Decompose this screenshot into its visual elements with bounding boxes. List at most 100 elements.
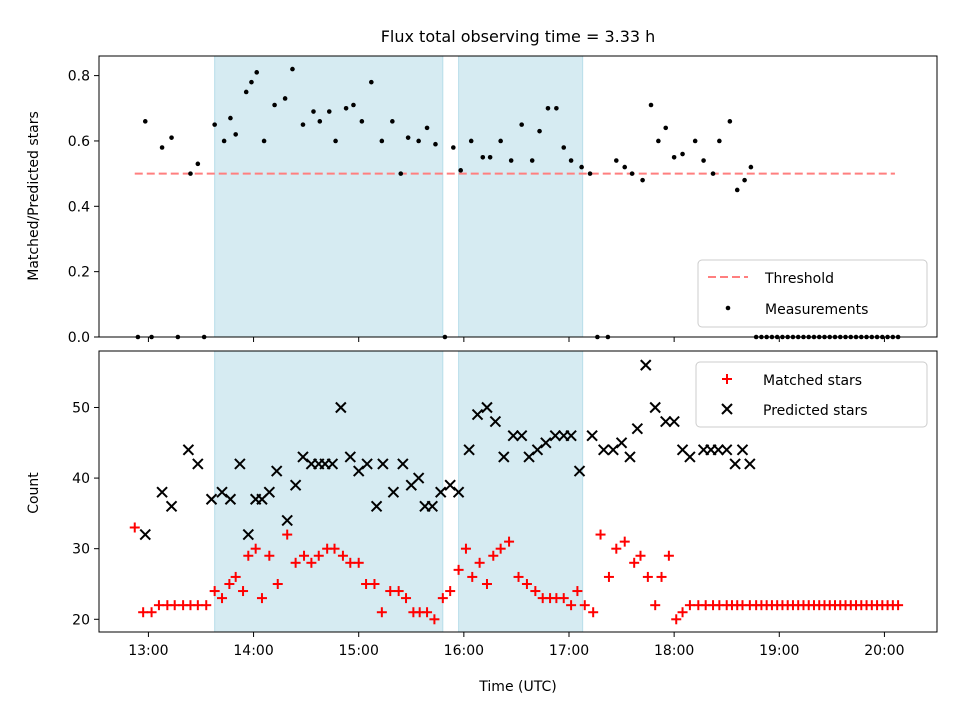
measurement-point-55 [614,158,619,163]
predicted-point-46 [549,430,562,442]
predicted-point-0 [139,528,151,541]
measurement-point-52 [587,171,593,176]
bottom-y-tick-label-1: 30 [72,542,90,558]
measurement-point-41 [487,154,493,160]
predicted-point-3 [182,444,195,456]
measurement-point-14 [249,79,254,85]
matched-point-56 [558,593,569,604]
predicted-point-28 [397,458,409,470]
measurement-point-29 [379,138,385,144]
measurement-point-65 [701,158,706,163]
predicted-point-35 [452,486,465,498]
measurement-point-58 [640,177,645,183]
matched-point-31 [369,578,380,589]
measurement-point-51 [579,164,584,170]
predicted-point-48 [565,430,577,442]
predicted-point-54-b [624,451,636,463]
matched-point-30 [361,578,372,589]
predicted-point-3-b [182,444,195,456]
matched-point-59 [579,600,590,611]
legend-predicted-swatch [721,403,733,415]
predicted-point-65 [721,444,733,456]
measurement-point-24 [333,138,338,144]
matched-point-61 [595,529,606,540]
matched-point-57 [566,600,577,611]
legend-measurements-swatch [725,305,731,311]
predicted-point-9-b [242,528,255,541]
legend-measurements-label: Measurements [765,302,868,318]
matched-point-71 [671,614,682,625]
predicted-point-6-b [216,486,228,498]
measurement-point-37 [451,145,456,150]
matched-point-62 [603,571,614,582]
top-y-tick-label-2: 0.4 [68,199,90,215]
predicted-point-66 [729,458,741,470]
measurement-point-59 [648,102,654,108]
predicted-point-15-b [289,479,302,491]
matched-point-48 [495,543,506,554]
x-tick-label-4: 17:00 [549,643,589,659]
measurement-point-32 [405,135,411,140]
measurement-point-45 [529,158,535,163]
measurement-point-26 [351,102,356,108]
measurement-point-23 [326,109,332,114]
matched-point-73 [684,600,695,611]
predicted-point-42-b [515,430,528,442]
matched-point-10 [209,586,220,597]
matched-point-46 [481,578,492,589]
predicted-point-33-b [435,486,447,498]
measurement-point-39 [468,138,474,144]
measurement-point-1 [142,119,148,124]
predicted-point-26-b [377,458,389,470]
measurement-point-20 [300,122,306,127]
predicted-point-64 [712,444,725,456]
predicted-point-50-b [586,430,598,442]
predicted-point-8-b [234,458,246,470]
matched-point-68 [650,600,661,611]
predicted-point-7 [224,493,237,505]
matched-point-66 [635,550,646,561]
matched-point-8 [192,600,203,611]
matched-point-69 [656,571,667,582]
measurement-point-70 [742,177,747,183]
top-y-tick-label-1: 0.2 [68,265,90,281]
predicted-point-27-b [387,486,400,498]
measurement-point-56 [622,164,628,170]
predicted-point-8 [234,458,246,470]
matched-point-0 [129,522,140,533]
x-tick-label-2: 15:00 [339,643,379,659]
legend-matched-marker [722,374,732,384]
predicted-point-36 [463,444,475,456]
predicted-point-25 [370,500,383,513]
predicted-point-57 [649,401,661,414]
matched-point-12 [224,578,235,589]
predicted-point-56-b [640,359,652,371]
predicted-point-41-b [507,430,519,442]
predicted-point-2-b [165,500,178,513]
measurement-point-66 [710,171,716,176]
measurement-point-4 [169,135,174,140]
predicted-point-2 [165,500,178,513]
measurement-point-60 [656,138,661,144]
matched-point-49 [504,536,515,547]
predicted-point-53-b [615,437,628,449]
predicted-point-12 [263,486,276,498]
measurement-point-16 [261,138,267,144]
legend-threshold-label: Threshold [764,271,834,287]
top-panel: 0.0 0.2 0.4 0.6 0.8 [68,55,938,346]
matched-point-9 [201,600,212,611]
predicted-point-34-b [444,479,456,491]
measurement-point-46 [537,128,542,134]
measurement-point-42 [498,138,503,144]
predicted-point-68-b [744,458,756,470]
predicted-point-60-b [676,444,689,456]
measurement-point-62 [671,154,677,160]
matched-point-29 [353,557,364,568]
predicted-point-38 [481,401,493,414]
predicted-point-61 [684,451,696,463]
predicted-point-64-b [712,444,725,456]
predicted-point-49-b [573,465,586,477]
matched-point-15 [243,550,254,561]
measurement-point-25 [343,105,349,111]
